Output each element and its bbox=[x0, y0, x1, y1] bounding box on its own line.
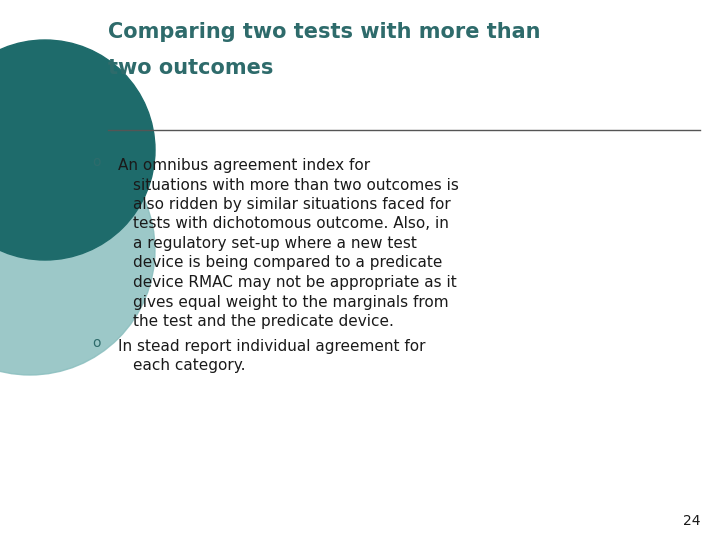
Text: device RMAC may not be appropriate as it: device RMAC may not be appropriate as it bbox=[133, 275, 456, 290]
Text: An omnibus agreement index for: An omnibus agreement index for bbox=[118, 158, 370, 173]
Text: o: o bbox=[92, 336, 101, 350]
Text: device is being compared to a predicate: device is being compared to a predicate bbox=[133, 255, 442, 271]
Text: each category.: each category. bbox=[133, 358, 246, 373]
Text: tests with dichotomous outcome. Also, in: tests with dichotomous outcome. Also, in bbox=[133, 217, 449, 232]
Text: two outcomes: two outcomes bbox=[108, 58, 274, 78]
Text: 24: 24 bbox=[683, 514, 700, 528]
Text: Comparing two tests with more than: Comparing two tests with more than bbox=[108, 22, 541, 42]
Text: o: o bbox=[92, 156, 101, 170]
Text: In stead report individual agreement for: In stead report individual agreement for bbox=[118, 339, 426, 354]
Text: the test and the predicate device.: the test and the predicate device. bbox=[133, 314, 394, 329]
Text: situations with more than two outcomes is: situations with more than two outcomes i… bbox=[133, 178, 459, 192]
Text: gives equal weight to the marginals from: gives equal weight to the marginals from bbox=[133, 294, 449, 309]
Text: also ridden by similar situations faced for: also ridden by similar situations faced … bbox=[133, 197, 451, 212]
Text: a regulatory set-up where a new test: a regulatory set-up where a new test bbox=[133, 236, 417, 251]
